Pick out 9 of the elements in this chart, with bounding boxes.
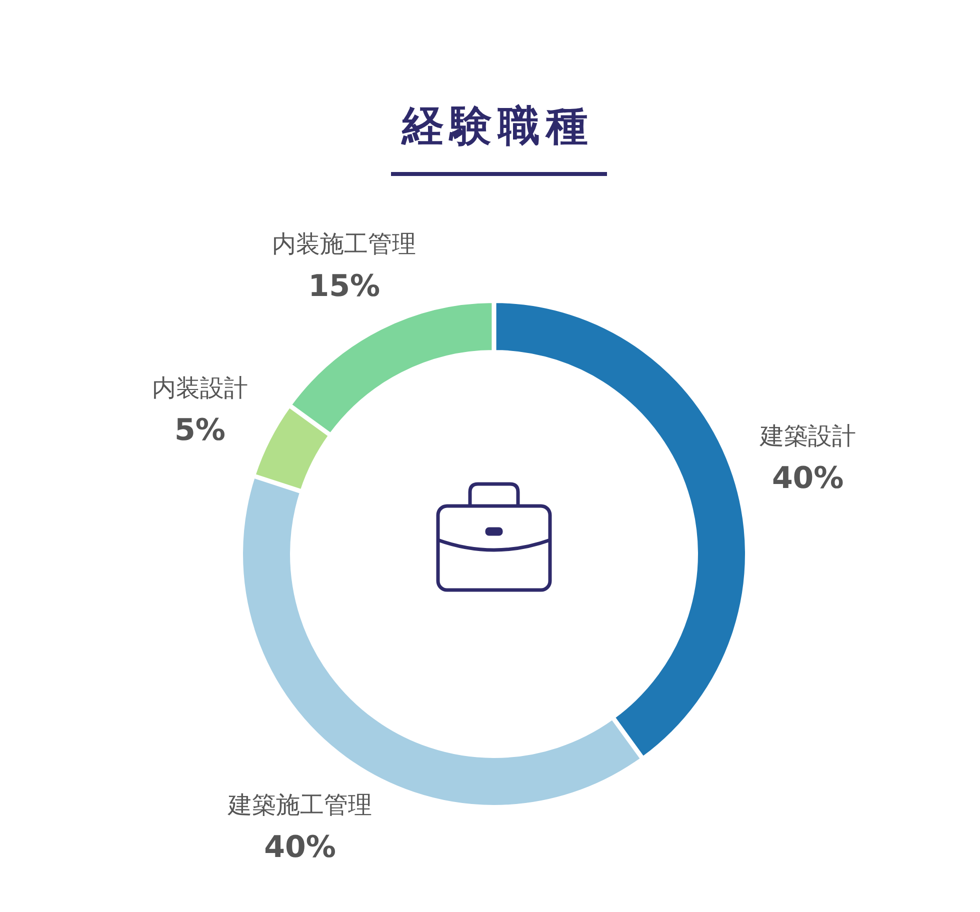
slice-label: 内装設計 — [152, 374, 248, 402]
data-label: 5% — [174, 413, 226, 448]
chart-title: 経験職種 — [400, 101, 594, 150]
data-label: 40% — [772, 461, 844, 496]
slice-label: 建築設計 — [758, 422, 856, 450]
data-label: 40% — [264, 830, 336, 865]
slice-label: 建築施工管理 — [227, 790, 372, 819]
data-label: 15% — [308, 268, 380, 304]
slice-label: 内装施工管理 — [272, 230, 416, 258]
